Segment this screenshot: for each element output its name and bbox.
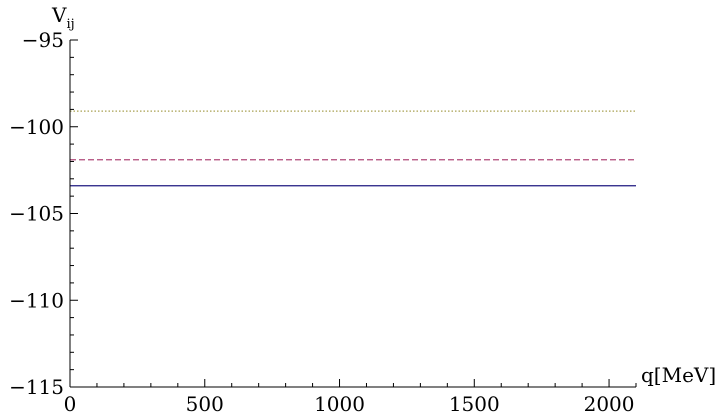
series-group (70, 110, 636, 187)
x-tick-label: 2000 (584, 392, 635, 415)
axis-ticks (69, 39, 637, 388)
y-tick-label: −115 (9, 375, 64, 399)
y-axis-label-subscript: ij (66, 17, 74, 32)
x-axis-label: q[MeV] (641, 363, 716, 387)
x-tick-label: 0 (64, 392, 77, 415)
y-tick-label: −105 (9, 202, 64, 226)
y-tick-label: −110 (9, 288, 64, 312)
y-axis-label: Vij (51, 3, 75, 32)
y-axis-label-main: V (51, 3, 67, 27)
x-tick-label: 1000 (314, 392, 365, 415)
x-tick-label: 500 (186, 392, 224, 415)
x-tick-label: 1500 (449, 392, 500, 415)
tick-labels: 0 500 1000 1500 2000 −115 −110 −105 −100 −95 (9, 28, 634, 415)
y-tick-label: −100 (9, 115, 64, 139)
y-tick-label: −95 (22, 28, 64, 52)
